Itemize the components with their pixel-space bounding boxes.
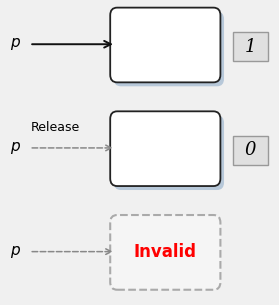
Text: $p$: $p$	[10, 140, 21, 156]
FancyBboxPatch shape	[110, 215, 220, 290]
Text: 0: 0	[245, 141, 256, 159]
Text: Invalid: Invalid	[134, 243, 197, 261]
FancyBboxPatch shape	[110, 111, 220, 186]
FancyBboxPatch shape	[110, 8, 220, 82]
FancyBboxPatch shape	[114, 115, 224, 190]
FancyBboxPatch shape	[233, 136, 268, 165]
FancyBboxPatch shape	[233, 32, 268, 61]
Text: $p$: $p$	[10, 36, 21, 52]
FancyBboxPatch shape	[114, 12, 224, 86]
Text: 1: 1	[245, 38, 256, 56]
Text: Release: Release	[31, 120, 80, 134]
Text: $p$: $p$	[10, 244, 21, 260]
